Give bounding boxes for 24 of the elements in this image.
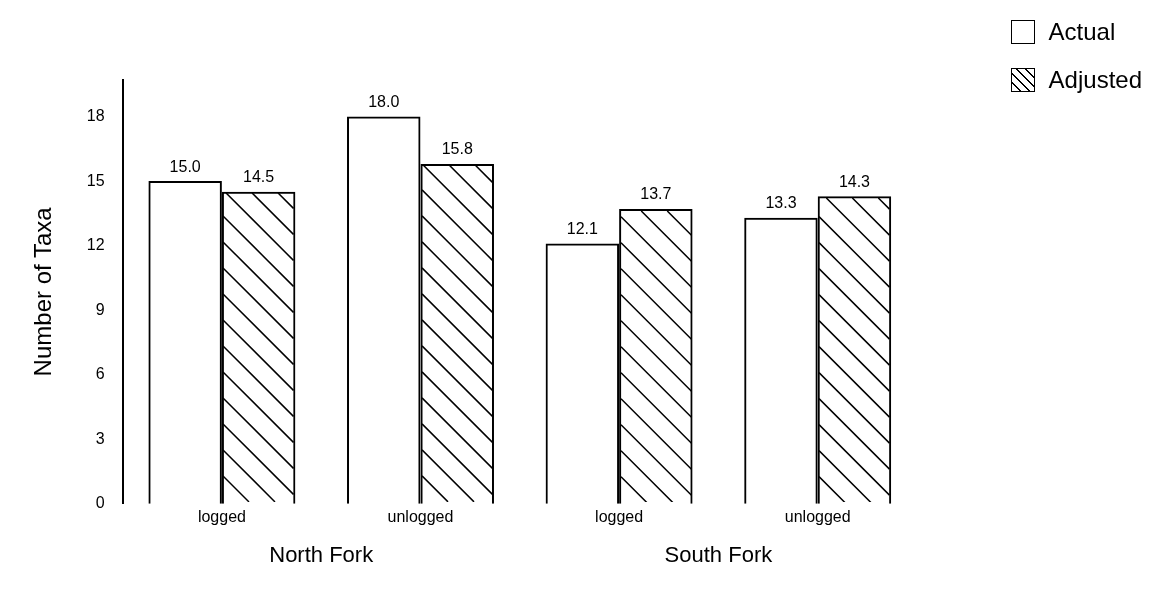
text: North Fork (269, 542, 375, 568)
y-tick-label: 12 (86, 236, 105, 254)
data-label: 14.3 (838, 172, 871, 190)
data-label: 15.8 (441, 140, 473, 158)
y-tick-label: 0 (95, 494, 105, 512)
y-tick-label: 9 (95, 300, 105, 318)
legend-label: Actual (1048, 18, 1116, 46)
y-axis-title: Number of Taxa (29, 206, 57, 377)
x-tick-label: unlogged (784, 507, 851, 525)
y-tick-label: 15 (86, 171, 105, 189)
y-tick-label: 6 (95, 365, 105, 383)
data-label: 14.5 (243, 168, 275, 186)
data-label: 13.3 (765, 194, 797, 212)
y-tick-label: 18 (86, 106, 105, 124)
data-label: 12.1 (566, 219, 599, 237)
y-tick-label: 3 (95, 429, 105, 447)
data-label: 15.0 (169, 157, 201, 175)
x-tick-label: unlogged (387, 507, 454, 525)
x-tick-label: logged (197, 507, 246, 525)
x-tick-label: logged (595, 507, 644, 525)
data-label: 13.7 (640, 185, 672, 203)
text: South Fork (664, 542, 774, 568)
legend-label: Adjusted (1048, 66, 1142, 94)
data-label: 18.0 (368, 92, 400, 110)
